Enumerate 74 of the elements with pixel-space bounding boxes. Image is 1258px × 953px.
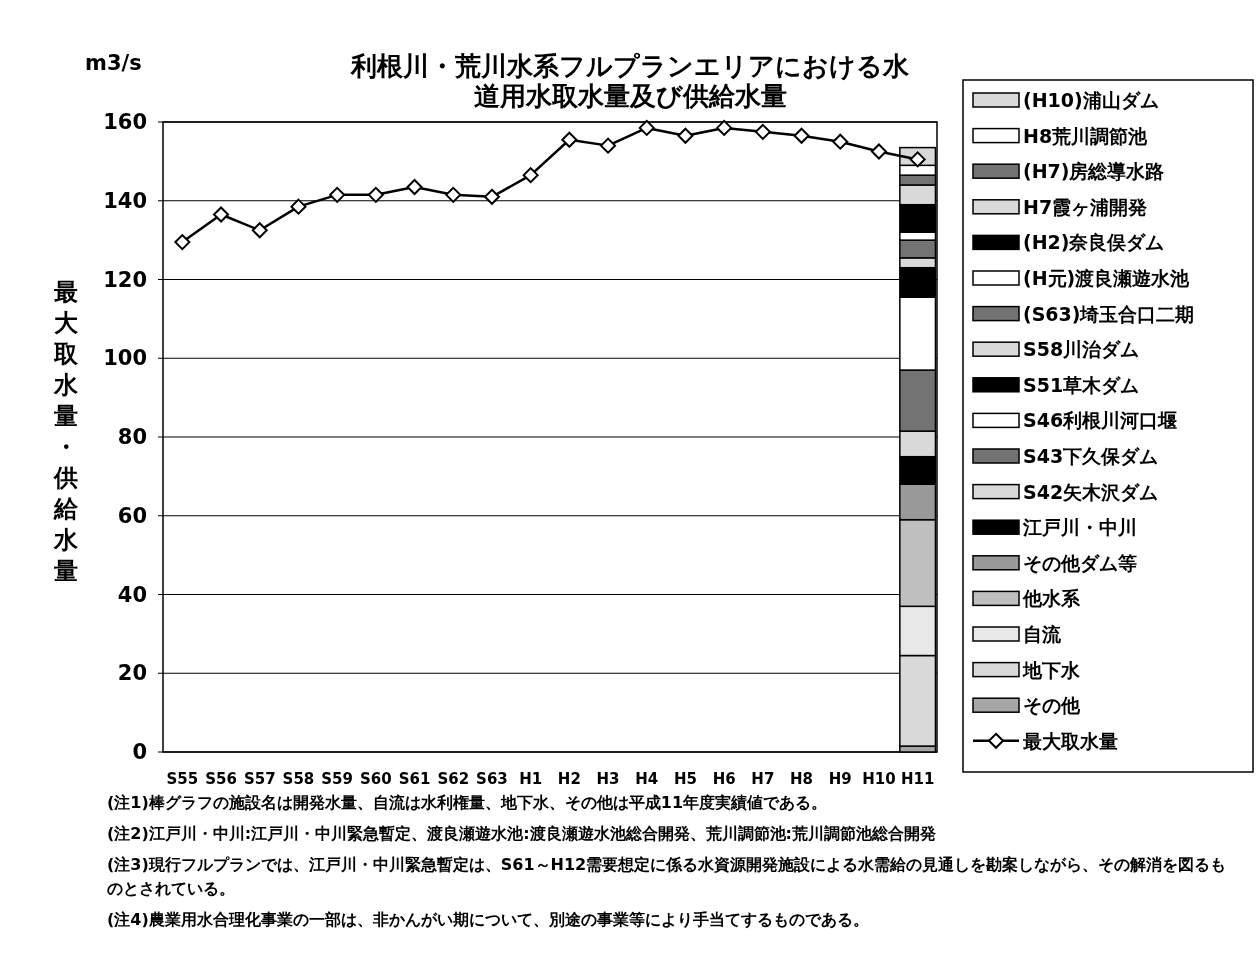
y-tick-label: 120 (103, 267, 147, 292)
legend-label: S46利根川河口堰 (1023, 409, 1178, 432)
legend-label: S42矢木沢ダム (1023, 480, 1159, 503)
text: (注1)棒グラフの施設名は開発水量、自流は水利権量、地下水、その他は平成11年度実績値である。 (107, 793, 828, 812)
point (483, 188, 500, 205)
x-tick-label: S56 (205, 770, 237, 788)
point (213, 206, 230, 223)
x-tick-label: S61 (398, 770, 431, 788)
point (445, 186, 462, 203)
y-tick-label: 80 (117, 425, 147, 449)
legend-label: 地下水 (1022, 658, 1081, 681)
y-tick-label: 100 (103, 346, 147, 371)
legend-label: 江戸川・中川 (1022, 516, 1137, 539)
point (600, 137, 617, 154)
x-tick-label: S59 (321, 770, 353, 788)
text: (注2)江戸川・中川:江戸川・中川緊急暫定、渡良瀬遊水池:渡良瀬遊水池総合開発、荒川調節池:荒川調節池総合開発 (107, 824, 936, 843)
point (638, 119, 655, 136)
x-tick-label: H7 (751, 770, 775, 788)
legend-label: 自流 (1023, 623, 1062, 645)
legend-label: その他 (1023, 694, 1081, 717)
x-tick-label: S60 (360, 770, 392, 788)
point (754, 123, 771, 140)
point (832, 133, 849, 150)
point (793, 127, 810, 144)
x-tick-label: H4 (635, 770, 659, 788)
point (290, 198, 307, 215)
y-tick-label: 140 (103, 188, 147, 213)
legend-label: 最大取水量 (1022, 729, 1118, 752)
x-tick-label: H9 (828, 770, 852, 788)
legend-label: H7霞ヶ浦開発 (1023, 195, 1148, 218)
x-tick-label: H11 (900, 770, 935, 788)
legend-label: S58川治ダム (1023, 338, 1140, 361)
point (367, 186, 384, 203)
x-tick-label: H8 (790, 770, 814, 788)
point (561, 131, 578, 148)
x-tick-label: S62 (437, 770, 470, 788)
point (716, 119, 733, 136)
legend-label: S51草木ダム (1023, 373, 1140, 396)
x-tick-label: H1 (519, 770, 543, 788)
text: 最大取水量・供給水量 (54, 278, 78, 585)
point (406, 178, 423, 195)
legend-label: (H7)房総導水路 (1023, 160, 1165, 183)
legend-label: S43下久保ダム (1023, 445, 1159, 467)
point (251, 222, 268, 239)
legend-label: (S63)埼玉合口二期 (1023, 302, 1195, 325)
text: m3/s (85, 51, 142, 75)
legend-label: その他ダム等 (1023, 551, 1137, 574)
x-tick-label: H5 (673, 770, 697, 788)
x-tick-label: S58 (282, 770, 315, 788)
point (174, 234, 191, 251)
point (329, 186, 346, 203)
legend-label: (H2)奈良俣ダム (1023, 231, 1165, 254)
x-tick-label: H3 (596, 770, 620, 788)
y-tick-label: 60 (117, 503, 147, 528)
point (522, 167, 539, 184)
y-tick-label: 20 (117, 661, 147, 686)
x-tick-label: S55 (166, 770, 199, 788)
legend-label: (H10)浦山ダム (1023, 89, 1159, 111)
x-tick-label: S57 (243, 770, 276, 788)
chart-title: 利根川・荒川水系フルプランエリアにおける水道用水取水量及び供給水量 (350, 51, 910, 111)
x-tick-label: H10 (862, 770, 896, 788)
point (677, 127, 694, 144)
y-tick-label: 0 (132, 740, 147, 764)
y-tick-label: 160 (103, 110, 147, 134)
legend-label: H8荒川調節池 (1023, 124, 1149, 147)
point (870, 143, 887, 160)
y-tick-label: 40 (117, 582, 147, 607)
text: (注3)現行フルプランでは、江戸川・中川緊急暫定は、S61～H12需要想定に係る水資源開発施設による水需給の見通しを勘案しながら、その解消を図るものとされている。 (107, 855, 1227, 898)
legend-label: (H元)渡良瀬遊水池 (1023, 267, 1191, 289)
legend-label: 他水系 (1022, 587, 1081, 610)
x-tick-label: H6 (712, 770, 736, 788)
x-tick-label: S63 (476, 770, 508, 788)
text: (注4)農業用水合理化事業の一部は、非かんがい期について、別途の事業等により手当てするものである。 (107, 910, 869, 929)
x-tick-label: H2 (557, 770, 581, 788)
